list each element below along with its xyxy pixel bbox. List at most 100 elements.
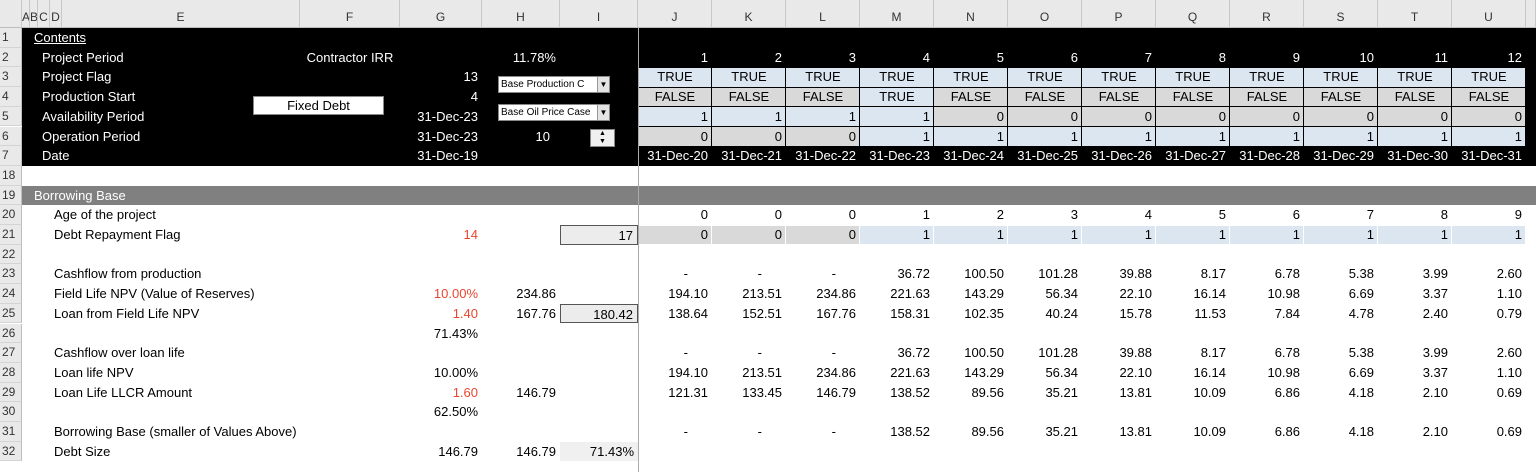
- dropdown[interactable]: Base Production C: [498, 76, 610, 93]
- cell: 4: [470, 89, 478, 105]
- cell: FALSE: [1394, 89, 1436, 105]
- cell: 146.79: [438, 443, 478, 459]
- cell: 62.50%: [433, 404, 478, 420]
- cell: 158.31: [890, 305, 930, 321]
- cell: 167.76: [516, 305, 556, 321]
- cell-fill: [1008, 87, 1081, 107]
- cell: 0: [1440, 108, 1448, 124]
- header-band: [22, 47, 1536, 68]
- cell: 4.78: [1348, 305, 1374, 321]
- header-band: [22, 146, 1536, 167]
- cell: 0: [1514, 108, 1522, 124]
- column-header: O: [1008, 0, 1082, 28]
- cell-fill: [1230, 87, 1303, 107]
- row-number: 26: [0, 323, 22, 344]
- cell: 221.63: [890, 364, 930, 380]
- cell: 31-Dec-19: [417, 148, 478, 164]
- cell: Debt Repayment Flag: [54, 227, 181, 242]
- cell: 5.38: [1348, 345, 1374, 361]
- cell: 56.34: [1045, 364, 1078, 380]
- cell: 167.76: [816, 305, 856, 321]
- cell-fill: [1304, 67, 1377, 87]
- cell: FALSE: [654, 89, 696, 105]
- cell-fill: [786, 67, 859, 87]
- button[interactable]: Fixed Debt: [253, 96, 384, 115]
- header-band: [22, 28, 1536, 49]
- cell: 1: [1292, 128, 1300, 144]
- cell: 101.28: [1038, 266, 1078, 282]
- cell: 4.18: [1348, 424, 1374, 439]
- row-number: 19: [0, 185, 22, 206]
- cell: Contractor IRR: [306, 49, 394, 65]
- cell: 138.52: [890, 384, 930, 400]
- cell-fill: [860, 67, 933, 87]
- cell: 31-Dec-23: [417, 128, 478, 144]
- row-number: 27: [0, 343, 22, 363]
- cell: 180.42: [560, 303, 638, 324]
- cell: 1: [1144, 128, 1152, 144]
- dropdown-arrow[interactable]: ▼: [597, 105, 609, 120]
- cell: 10: [1359, 49, 1374, 65]
- cell: 1: [774, 108, 782, 124]
- cell: 11.78%: [512, 49, 556, 65]
- cell-fill: [1082, 225, 1155, 245]
- cell: 194.10: [668, 364, 708, 380]
- cell: 0: [996, 108, 1004, 124]
- cell-fill: [786, 127, 859, 146]
- cell: FALSE: [1024, 89, 1066, 105]
- cell: 146.79: [516, 443, 556, 459]
- cell: 146.79: [516, 384, 556, 400]
- cell: Date: [42, 148, 70, 164]
- spinner[interactable]: ▲ ▼: [590, 129, 615, 147]
- column-header: A: [22, 0, 30, 28]
- cell: 102.35: [964, 305, 1004, 321]
- cell: 0: [700, 207, 708, 223]
- cell-fill: [1304, 225, 1377, 245]
- cell: 234.86: [816, 364, 856, 380]
- column-header: [1526, 0, 1536, 28]
- cell: -: [757, 424, 762, 439]
- cell-fill: [1230, 67, 1303, 87]
- cell: 31-Dec-29: [1313, 148, 1374, 164]
- cell: 1: [1514, 227, 1522, 242]
- cell-fill: [712, 67, 785, 87]
- column-header: L: [786, 0, 860, 28]
- freeze-line: [638, 28, 639, 472]
- cell: 8.17: [1200, 266, 1226, 282]
- cell: 10.00%: [433, 364, 478, 380]
- cell: Operation Period: [42, 128, 141, 144]
- cell: 100.50: [964, 345, 1004, 361]
- cell: Borrowing Base: [34, 187, 126, 203]
- cell: 8: [1440, 207, 1448, 223]
- cell: 31-Dec-20: [647, 148, 708, 164]
- cell: -: [757, 266, 762, 282]
- cell: 31-Dec-27: [1165, 148, 1226, 164]
- cell: Borrowing Base (smaller of Values Above): [54, 424, 297, 439]
- cell-fill: [1008, 107, 1081, 126]
- cell-fill: [638, 67, 711, 87]
- cell: Loan life NPV: [54, 364, 134, 380]
- column-header: H: [482, 0, 560, 28]
- cell: 31-Dec-23: [869, 148, 930, 164]
- cell: 0.69: [1496, 424, 1522, 439]
- cell: 2.10: [1422, 384, 1448, 400]
- cell-fill: [1452, 127, 1525, 146]
- cell: 7.84: [1274, 305, 1300, 321]
- cell: TRUE: [657, 69, 693, 85]
- cell-fill: [1082, 127, 1155, 146]
- column-header: I: [560, 0, 638, 28]
- column-header: J: [638, 0, 712, 28]
- column-header: P: [1082, 0, 1156, 28]
- cell: 2: [996, 207, 1004, 223]
- dropdown-arrow[interactable]: ▼: [597, 77, 609, 92]
- cell-fill: [712, 127, 785, 146]
- column-header: C: [38, 0, 50, 28]
- dropdown[interactable]: Base Oil Price Case: [498, 104, 610, 121]
- cell: -: [683, 266, 688, 282]
- cell: 13: [463, 69, 478, 85]
- cell: Debt Size: [54, 443, 111, 459]
- cell: TRUE: [953, 69, 989, 85]
- cell: 2: [774, 49, 782, 65]
- cell: 6.69: [1348, 364, 1374, 380]
